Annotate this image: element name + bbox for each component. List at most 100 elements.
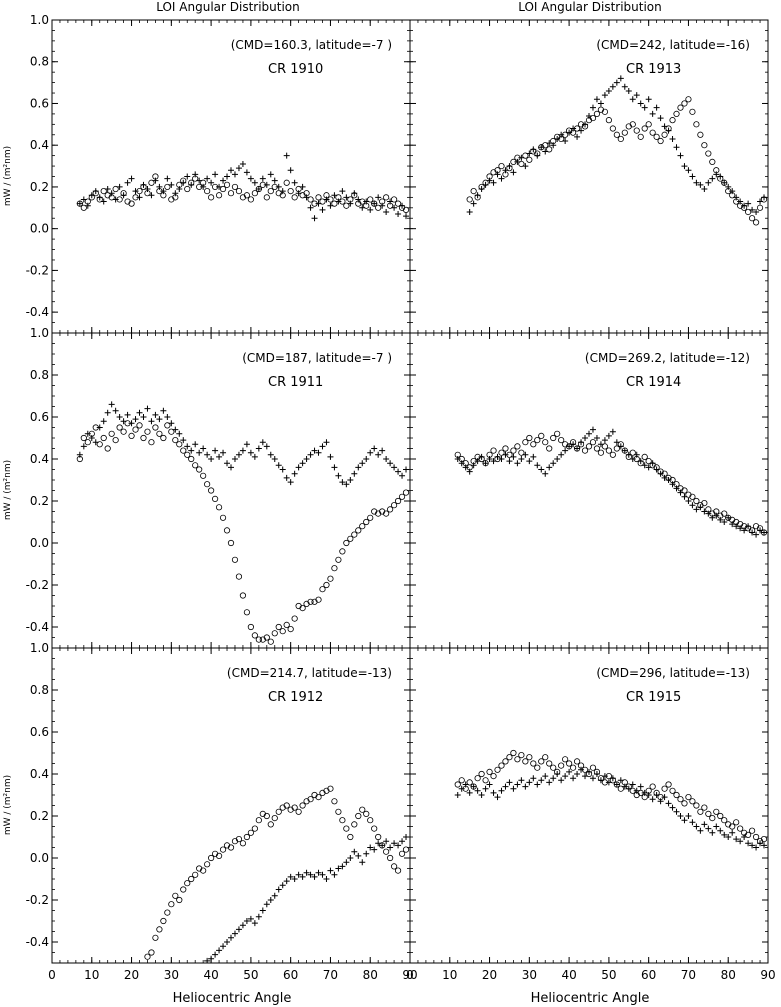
panel-2-circle-point xyxy=(223,527,231,534)
panel-2-ytick-label-0: -0.4 xyxy=(26,620,49,634)
panel-5-plus-point xyxy=(629,456,636,462)
panel-2-plus-point xyxy=(184,443,191,450)
panel-2-plus-point xyxy=(188,447,195,454)
panel-1-circle-point xyxy=(343,202,350,209)
panel-5-plus-point xyxy=(589,426,596,433)
panel-5-plus-point xyxy=(458,460,465,467)
panel-2-circle-point xyxy=(116,424,123,431)
panel-2-plus-point xyxy=(287,479,294,486)
panel-4-plus-point xyxy=(673,144,680,151)
panel-2-plus-point xyxy=(136,409,143,416)
panel-1-circle-point xyxy=(375,204,382,211)
panel-3-plus-point xyxy=(383,838,390,845)
panel-3-plus-point xyxy=(224,939,231,945)
panel-3-plus-point xyxy=(231,930,238,937)
panel-1-plus-point xyxy=(144,186,151,193)
panel-4-plus-point xyxy=(593,96,600,103)
panel-3-plus-point xyxy=(259,907,266,914)
panel-2-circle-point xyxy=(247,623,254,631)
panel-6-plus-point xyxy=(530,775,537,782)
panel-1-plus-point xyxy=(92,188,99,195)
panel-3-circle-point xyxy=(180,886,187,893)
panel-2-plus-point xyxy=(160,407,167,414)
panel-1-circle-point xyxy=(319,198,326,205)
panel-4-plus-point xyxy=(613,79,620,86)
panel-3-plus-point xyxy=(335,865,342,872)
panel-1-plus-point xyxy=(247,175,254,182)
panel-5-circle-point xyxy=(641,453,648,460)
panel-1-ytick-label-5: 0.6 xyxy=(30,96,49,110)
panel-4-plus-point xyxy=(693,179,700,186)
panel-5-circle-point xyxy=(558,436,565,444)
panel-4-circle-point xyxy=(609,125,616,132)
panel-5-plus-point xyxy=(510,453,517,460)
panel-5-plus-point xyxy=(601,437,608,444)
panel-6-plus-point xyxy=(586,768,592,775)
panel-2-circle-point xyxy=(219,514,227,521)
panel-4-plus-point xyxy=(617,75,624,82)
panel-5-plus-point xyxy=(705,510,712,517)
panel-1-ytick-label-2: 0.0 xyxy=(30,222,49,236)
panel-6-circle-point xyxy=(506,754,513,761)
panel-6-plus-point xyxy=(693,823,700,830)
panel-3-circle-point xyxy=(402,846,410,853)
panel-1-circle-point xyxy=(367,196,374,203)
panel-4-circle-point xyxy=(466,196,473,203)
panel-4-plus-point xyxy=(526,150,533,157)
panel-6-circle-point xyxy=(502,758,509,765)
panel-4-plus-point xyxy=(530,146,537,153)
panel-4-plus-point xyxy=(522,163,529,170)
panel-6-plus-point xyxy=(542,773,549,780)
panel-6-xtick-label-3: 30 xyxy=(522,968,537,982)
panel-6-frame xyxy=(409,647,769,964)
panel-4-plus-point xyxy=(578,127,585,134)
panel-6-plus-point xyxy=(681,817,688,824)
panel-4-circle-point xyxy=(633,127,640,134)
panel-1-circle-point xyxy=(223,181,231,188)
panel-3-circle-point xyxy=(144,953,151,960)
y-axis-title-row1: mW / (m²nm) xyxy=(3,146,13,206)
panel-2-circle-point xyxy=(227,539,235,547)
panel-2-circle-point xyxy=(152,424,159,431)
panel-5-circle-point xyxy=(593,445,601,452)
panel-6-plus-point xyxy=(546,779,553,786)
panel-2-plus-point xyxy=(204,451,211,458)
panel-3-plus-point xyxy=(359,859,366,866)
panel-2-circle-point xyxy=(188,455,195,463)
panel-2-circle-point xyxy=(243,609,251,616)
panel-6-circle-point xyxy=(518,751,525,759)
panel-5-circle-point xyxy=(546,445,553,452)
panel-3-plus-point xyxy=(347,855,354,861)
panel-2-plus-point xyxy=(164,414,171,420)
panel-3-xtick-label-4: 40 xyxy=(203,968,218,982)
panel-4-circle-point xyxy=(697,131,704,138)
panel-3-xtick-label-0: 0 xyxy=(48,968,56,982)
panel-6-plus-point xyxy=(470,783,477,790)
panel-2-circle-point xyxy=(331,565,338,572)
panel-1-circle-point xyxy=(100,188,107,195)
panel-6-plus-point xyxy=(721,831,728,838)
panel-5-plus-point xyxy=(470,462,477,469)
panel-5-plus-point xyxy=(737,525,744,532)
panel-5-plus-point xyxy=(482,460,489,467)
panel-1-circle-point xyxy=(128,200,135,207)
panel-4-circle-point xyxy=(593,110,601,118)
panel-3-circle-point xyxy=(343,825,350,832)
panel-2-plus-point xyxy=(243,441,250,448)
panel-5-circle-point xyxy=(701,499,708,507)
panel-4-plus-point xyxy=(745,200,752,207)
panel-5-plus-point xyxy=(494,453,501,460)
panel-6-circle-point xyxy=(760,835,768,843)
panel-4-plus-point xyxy=(510,169,517,176)
panel-2-plus-point xyxy=(295,464,302,471)
panel-2-circle-point xyxy=(184,451,191,458)
panel-5-plus-point xyxy=(757,527,764,534)
panel-5-plus-point xyxy=(729,521,736,528)
panel-5-plus-point xyxy=(621,447,628,454)
panel-1-circle-point xyxy=(231,183,239,191)
y-axis-title-row3: mW / (m²nm) xyxy=(3,775,13,835)
panel-2-circle-point xyxy=(196,466,203,473)
panel-3-plus-point xyxy=(263,901,270,908)
panel-5-circle-point xyxy=(605,447,612,454)
panel-2-plus-point xyxy=(120,418,127,425)
